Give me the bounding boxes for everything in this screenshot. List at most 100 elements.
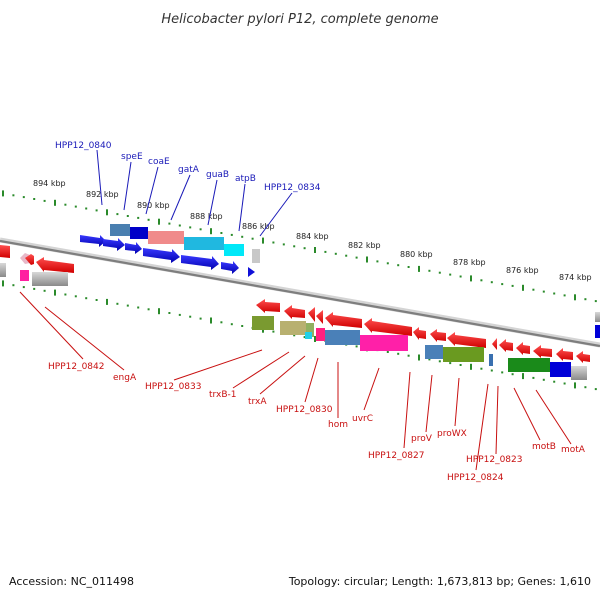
scale-bottom-tick bbox=[126, 304, 129, 307]
label-uvrc[interactable]: uvrC bbox=[352, 414, 373, 424]
label-mota[interactable]: motA bbox=[561, 445, 586, 455]
forward-arrow-1[interactable] bbox=[80, 235, 106, 247]
reverse-arrow-left-4[interactable] bbox=[36, 257, 74, 273]
reverse-arrow-13[interactable] bbox=[533, 345, 552, 358]
feature-block-grey-edge[interactable] bbox=[595, 312, 600, 322]
scale-top-tick bbox=[116, 213, 119, 216]
feature-coae-block[interactable] bbox=[148, 231, 184, 244]
reverse-arrow-6[interactable] bbox=[364, 318, 412, 336]
feature-atpb-block[interactable] bbox=[252, 249, 260, 263]
label-trxb-1[interactable]: trxB-1 bbox=[209, 390, 236, 400]
reverse-arrow-1[interactable] bbox=[256, 299, 280, 313]
scale-top-tick bbox=[574, 294, 576, 301]
feature-spee-block[interactable] bbox=[130, 227, 148, 239]
label-motb[interactable]: motB bbox=[532, 442, 556, 452]
feature-block-olive-1[interactable] bbox=[252, 316, 274, 330]
scale-bottom-tick bbox=[116, 302, 119, 305]
reverse-arrow-15[interactable] bbox=[576, 351, 590, 363]
scale-bottom-tick bbox=[303, 336, 306, 339]
forward-arrow-3[interactable] bbox=[125, 242, 142, 254]
accession-text: Accession: NC_011498 bbox=[9, 575, 134, 588]
feature-block-cyan-small[interactable] bbox=[305, 332, 312, 339]
reverse-arrow-3[interactable] bbox=[308, 307, 315, 322]
left-grey-block-1[interactable] bbox=[0, 263, 6, 277]
scale-top-tick bbox=[106, 209, 108, 216]
feature-block-blue[interactable] bbox=[550, 362, 571, 377]
feature-block-blue-thin[interactable] bbox=[489, 354, 493, 366]
label-hpp12-0834[interactable]: HPP12_0834 bbox=[264, 183, 321, 193]
genome-summary-text: Topology: circular; Length: 1,673,813 bp… bbox=[288, 575, 591, 588]
scale-bottom-tick bbox=[428, 358, 431, 361]
feature-block-magenta-small[interactable] bbox=[316, 328, 325, 341]
feature-gata-block[interactable] bbox=[184, 237, 224, 250]
reverse-arrow-4[interactable] bbox=[316, 310, 323, 324]
forward-arrow-6[interactable] bbox=[221, 261, 239, 274]
scale-top-tick bbox=[459, 275, 462, 278]
reverse-arrow-left-1[interactable] bbox=[0, 245, 10, 258]
scale-bottom-tick bbox=[189, 315, 192, 318]
reverse-arrow-9[interactable] bbox=[447, 332, 486, 348]
scale-top-tick bbox=[2, 190, 4, 197]
feature-guab-block[interactable] bbox=[224, 244, 244, 256]
scale-label-890: 890 kbp bbox=[137, 201, 170, 210]
forward-arrow-7[interactable] bbox=[248, 267, 255, 277]
label-prowx[interactable]: proWX bbox=[437, 429, 467, 439]
label-hpp12-0840[interactable]: HPP12_0840 bbox=[55, 141, 112, 151]
reverse-arrow-14[interactable] bbox=[556, 348, 573, 361]
label-coae[interactable]: coaE bbox=[148, 157, 170, 167]
feature-hpp12-0840-block[interactable] bbox=[110, 224, 130, 236]
reverse-arrow-left-3[interactable] bbox=[25, 254, 34, 265]
scale-top-tick bbox=[168, 222, 171, 225]
feature-block-magenta[interactable] bbox=[360, 335, 408, 351]
feature-block-steel[interactable] bbox=[325, 330, 360, 345]
scale-top-tick bbox=[33, 198, 36, 200]
scale-bottom-tick bbox=[54, 289, 56, 296]
reverse-arrow-7[interactable] bbox=[413, 327, 426, 340]
reverse-arrow-5[interactable] bbox=[325, 312, 362, 328]
forward-arrow-4[interactable] bbox=[143, 248, 180, 263]
reverse-arrow-10[interactable] bbox=[492, 338, 497, 350]
reverse-arrow-11[interactable] bbox=[499, 339, 513, 352]
forward-arrow-2[interactable] bbox=[103, 238, 125, 251]
label-hpp12-0830[interactable]: HPP12_0830 bbox=[276, 405, 333, 415]
label-prov[interactable]: proV bbox=[411, 434, 433, 444]
feature-block-blue-edge[interactable] bbox=[595, 325, 600, 338]
forward-arrow-5[interactable] bbox=[181, 255, 219, 270]
scale-bottom-tick bbox=[480, 367, 483, 370]
label-hpp12-0842[interactable]: HPP12_0842 bbox=[48, 362, 104, 372]
feature-block-steel-2[interactable] bbox=[425, 345, 443, 359]
feature-block-khaki[interactable] bbox=[280, 321, 306, 335]
label-gata[interactable]: gatA bbox=[178, 165, 200, 175]
feature-block-khaki-2[interactable] bbox=[306, 323, 314, 337]
left-grey-block-2[interactable] bbox=[32, 272, 68, 286]
feature-block-olive-2[interactable] bbox=[443, 347, 484, 362]
reverse-arrow-left-2[interactable] bbox=[20, 253, 30, 264]
label-hpp12-0827[interactable]: HPP12_0827 bbox=[368, 451, 424, 461]
reverse-arrow-12[interactable] bbox=[516, 342, 530, 355]
scale-label-894: 894 kbp bbox=[33, 179, 66, 188]
label-atpb[interactable]: atpB bbox=[235, 174, 256, 184]
label-hpp12-0833[interactable]: HPP12_0833 bbox=[145, 382, 201, 392]
scale-top-tick bbox=[189, 226, 192, 229]
reverse-arrow-8[interactable] bbox=[430, 329, 446, 342]
feature-block-grey[interactable] bbox=[571, 366, 587, 380]
label-trxa[interactable]: trxA bbox=[248, 397, 267, 407]
scale-label-878: 878 kbp bbox=[453, 258, 486, 267]
feature-block-green[interactable] bbox=[508, 358, 550, 372]
scale-bottom-tick bbox=[22, 286, 25, 289]
label-guab[interactable]: guaB bbox=[206, 170, 229, 180]
label-hpp12-0823[interactable]: HPP12_0823 bbox=[466, 455, 522, 465]
left-pink-block[interactable] bbox=[20, 270, 29, 281]
scale-bottom-tick bbox=[459, 364, 462, 366]
scale-bottom-tick bbox=[241, 325, 244, 327]
label-hpp12-0824[interactable]: HPP12_0824 bbox=[447, 473, 504, 483]
label-spee[interactable]: speE bbox=[121, 152, 143, 162]
scale-bottom-tick bbox=[386, 351, 389, 353]
scale-top-tick bbox=[158, 218, 160, 225]
label-hom[interactable]: hom bbox=[328, 420, 348, 430]
label-enga[interactable]: engA bbox=[113, 373, 137, 383]
scale-top-tick bbox=[220, 232, 223, 234]
scale-top-tick bbox=[594, 300, 597, 303]
reverse-arrow-2[interactable] bbox=[284, 305, 305, 319]
